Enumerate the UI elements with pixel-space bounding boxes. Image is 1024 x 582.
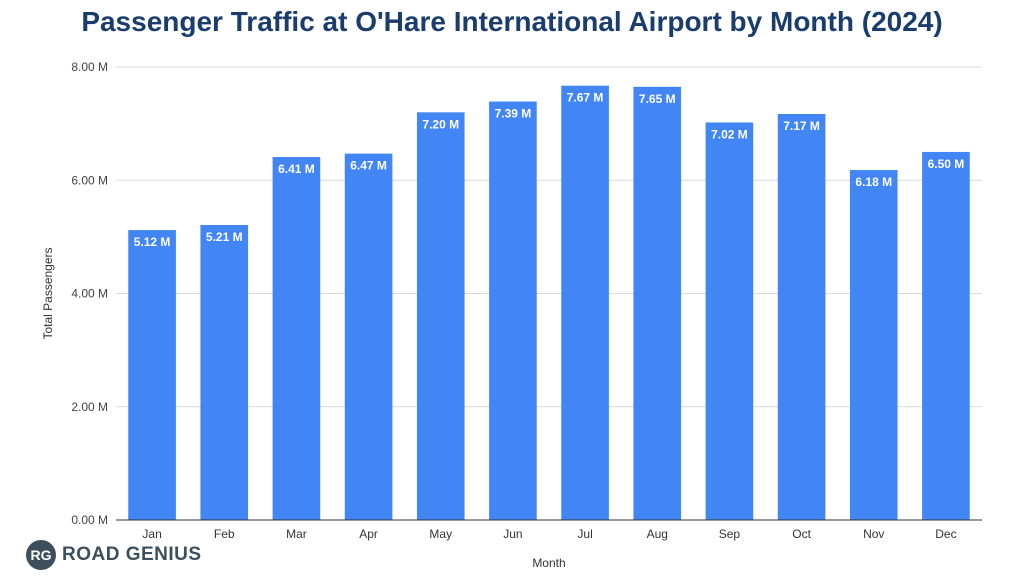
bar (344, 153, 393, 521)
brand-name: ROAD GENIUS (62, 544, 202, 565)
bar (849, 170, 898, 520)
y-tick-label: 2.00 M (71, 400, 108, 414)
x-tick-label: Mar (286, 527, 307, 541)
bar (489, 101, 537, 520)
x-tick-label: Aug (647, 527, 668, 541)
x-tick-label: Dec (935, 527, 956, 541)
bar (922, 151, 970, 520)
chart-title: Passenger Traffic at O'Hare Internationa… (81, 6, 943, 37)
data-label: 7.39 M (495, 107, 532, 121)
x-tick-label: May (429, 527, 452, 541)
data-label: 5.12 M (134, 235, 171, 249)
y-tick-label: 0.00 M (71, 513, 108, 527)
bar (416, 112, 465, 521)
bar (272, 157, 321, 520)
data-label: 6.41 M (278, 162, 315, 176)
bar (633, 86, 682, 520)
bar (128, 230, 176, 520)
x-tick-label: Oct (792, 527, 811, 541)
x-tick-label: Sep (719, 527, 741, 541)
data-label: 7.17 M (783, 119, 820, 133)
x-tick-label: Feb (214, 527, 235, 541)
x-tick-label: Jan (142, 527, 161, 541)
y-tick-label: 6.00 M (71, 173, 108, 187)
x-tick-label: Jun (503, 527, 522, 541)
y-axis-title: Total Passengers (41, 247, 55, 339)
brand-badge-icon: RG (26, 540, 56, 570)
data-label: 5.21 M (206, 230, 243, 244)
x-tick-label: Apr (359, 527, 378, 541)
y-tick-label: 8.00 M (71, 60, 108, 74)
brand-logo: RG ROAD GENIUS (26, 540, 202, 570)
data-label: 7.02 M (711, 127, 748, 141)
bar (705, 122, 754, 521)
data-label: 6.18 M (855, 175, 892, 189)
bar (561, 85, 609, 520)
bar (777, 113, 826, 520)
x-tick-label: Nov (863, 527, 884, 541)
data-label: 7.20 M (422, 117, 459, 131)
data-label: 7.65 M (639, 92, 676, 106)
data-label: 6.47 M (350, 159, 387, 173)
data-label: 6.50 M (928, 157, 965, 171)
bar (200, 224, 249, 520)
y-tick-label: 4.00 M (71, 287, 108, 301)
data-label: 7.67 M (567, 91, 604, 105)
x-tick-label: Jul (577, 527, 592, 541)
x-axis-title: Month (532, 556, 565, 570)
